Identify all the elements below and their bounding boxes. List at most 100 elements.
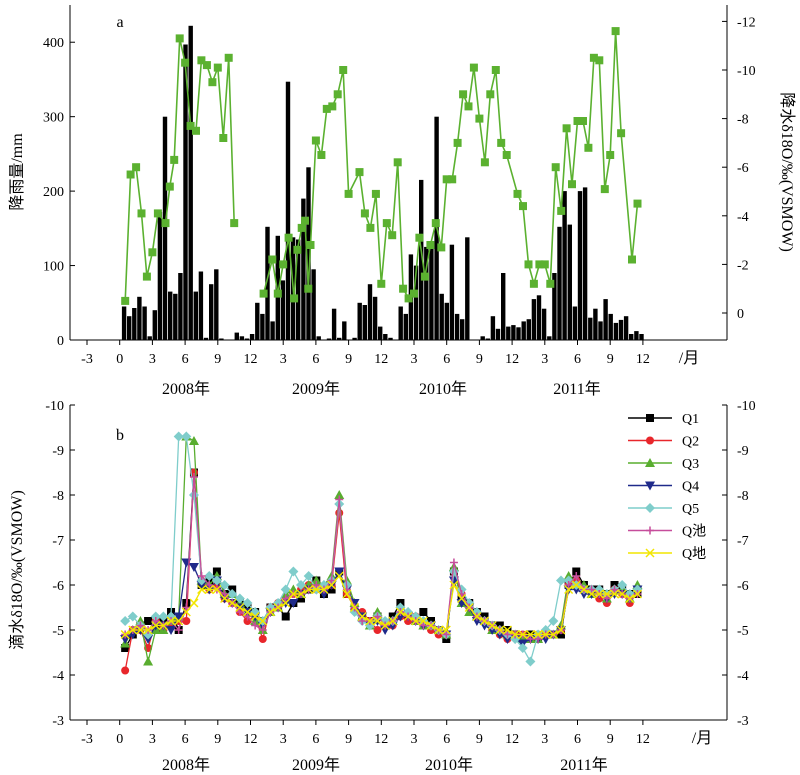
rain-bar [495, 328, 501, 340]
marker [121, 666, 130, 675]
d18o-point [524, 260, 533, 269]
x-tick-label-b: 3 [541, 732, 548, 747]
rain-bar [582, 187, 588, 340]
marker [395, 607, 405, 617]
marker [587, 589, 597, 599]
marker [188, 490, 199, 500]
x-tick-label-b: 3 [411, 732, 418, 747]
d18o-point [355, 168, 364, 177]
year-label: 2008年 [162, 380, 210, 398]
year-label-b: 2008年 [162, 756, 210, 774]
marker [181, 431, 192, 442]
d18o-point [497, 138, 506, 147]
d18o-point [399, 284, 408, 293]
d18o-point [371, 189, 380, 198]
x-tick-label: 9 [607, 352, 614, 367]
rain-bar [485, 338, 490, 340]
rain-bar [388, 337, 393, 340]
x-tick-label-b: 6 [312, 732, 319, 747]
d18o-point [317, 151, 326, 159]
d18o-point [579, 117, 587, 125]
d18o-point [132, 163, 141, 172]
rain-bar [342, 321, 347, 340]
x-tick-label: 6 [182, 352, 189, 367]
rain-bar [311, 269, 316, 340]
marker [617, 589, 627, 599]
marker [645, 481, 655, 491]
d18o-point [420, 272, 429, 281]
marker [517, 643, 528, 653]
rain-bar [183, 44, 188, 340]
d18o-point [595, 56, 604, 65]
panel-b: -3 -3 -4 -4 -5 -5 -6 -6 -7 -7 -8 -8 -9 -9 -10 -10 -3 0 3 6 9… [8, 399, 756, 774]
rain-bar [362, 305, 367, 340]
d18o-point [469, 63, 478, 72]
marker [219, 580, 230, 590]
d18o-point [181, 58, 190, 67]
rain-bar [214, 269, 219, 340]
rain-bar [639, 334, 644, 340]
d18o-point [153, 209, 162, 218]
x-unit-label-b: /月 [692, 730, 712, 747]
marker [487, 620, 497, 631]
marker [541, 629, 551, 640]
right-tick-label: -2 [737, 258, 749, 273]
d18o-point [573, 117, 582, 125]
x-tick-label-b: -3 [81, 732, 93, 747]
rain-bar [465, 237, 470, 340]
marker [510, 629, 520, 640]
rain-bar [357, 302, 362, 340]
rain-bar [449, 244, 455, 340]
marker [242, 607, 253, 617]
x-tick-label: 3 [280, 352, 287, 367]
d18o-point [584, 143, 593, 152]
rain-bar [567, 224, 572, 340]
marker [220, 593, 230, 604]
d18o-point [600, 185, 609, 194]
left-axis-title: 降雨量/mm [8, 133, 26, 211]
rain-bar [516, 327, 521, 340]
rain-bar [188, 25, 193, 341]
x-tick-label: 3 [541, 352, 548, 367]
right-tick-label: -8 [737, 113, 749, 128]
marker [464, 602, 474, 613]
marker [296, 580, 307, 590]
d18o-point [293, 245, 302, 254]
marker [144, 617, 153, 625]
marker [121, 644, 130, 652]
d18o-point [192, 126, 200, 135]
x-tick-label: 9 [345, 352, 352, 367]
marker [311, 584, 321, 595]
rain-bar [306, 167, 311, 340]
right-tick-label-b: -6 [737, 579, 749, 594]
marker [273, 602, 283, 613]
d18o-point [304, 284, 313, 293]
marker [288, 566, 299, 577]
x-tick-label-b: 6 [574, 732, 581, 747]
d18o-point [290, 294, 299, 303]
left-tick-label: 100 [43, 260, 64, 275]
marker [632, 589, 642, 599]
marker [411, 616, 421, 626]
left-tick-label-b: -3 [52, 714, 64, 729]
marker [173, 431, 184, 442]
right-tick-label-b: -8 [737, 489, 749, 504]
right-tick-label-b: -10 [737, 399, 756, 414]
d18o-point [486, 90, 495, 99]
rain-bar [280, 280, 286, 340]
marker [296, 589, 306, 599]
marker [334, 571, 344, 581]
legend-label: Q3 [682, 457, 699, 472]
d18o-point [273, 289, 282, 298]
marker [288, 599, 299, 608]
rain-bar [352, 337, 357, 340]
marker [120, 616, 131, 626]
d18o-point [448, 175, 457, 184]
rain-bar [178, 273, 183, 340]
x-tick-label-b: 9 [607, 732, 614, 747]
rain-bar [501, 273, 506, 340]
x-tick-label-b: 0 [116, 732, 123, 747]
marker [380, 620, 390, 631]
d18o-point [297, 223, 306, 232]
x-tick-label: 12 [374, 352, 388, 367]
